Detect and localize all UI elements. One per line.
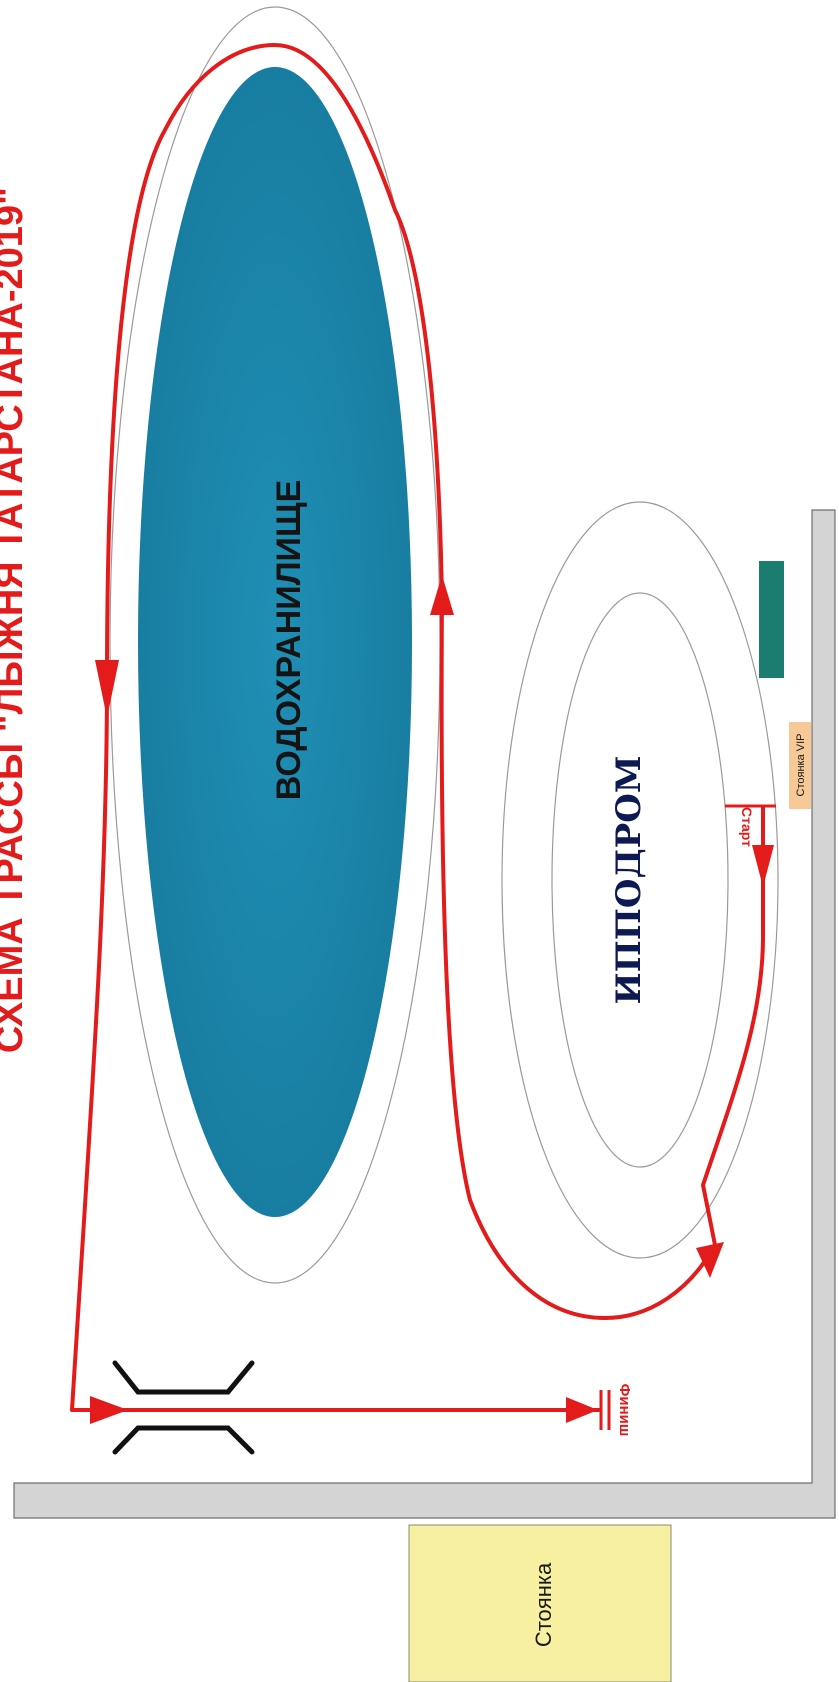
finish-label: Финиш bbox=[616, 1384, 633, 1437]
arrow-icon bbox=[752, 845, 774, 887]
hippodrome-label: ИППОДРОМ bbox=[609, 755, 649, 1004]
hippodrome-inner bbox=[551, 592, 729, 1168]
tent-block bbox=[759, 561, 784, 678]
arrow-icon bbox=[566, 1397, 598, 1423]
arrow-icon bbox=[90, 1396, 128, 1424]
reservoir-label: ВОДОХРАНИЛИЩЕ bbox=[270, 480, 308, 801]
bridge-icon bbox=[112, 1360, 255, 1455]
reservoir-water bbox=[138, 67, 412, 1217]
parking-vip bbox=[789, 722, 811, 809]
hippodrome-outer bbox=[501, 501, 779, 1259]
arrow-icon bbox=[95, 660, 119, 718]
arrow-icon bbox=[696, 1242, 724, 1278]
map-title: СХЕМА ТРАССЫ "ЛЫЖНЯ ТАТАРСТАНА-2019" bbox=[0, 187, 31, 1053]
road-wall bbox=[13, 509, 836, 1519]
parking-vip-label: Стоянка VIP bbox=[795, 734, 807, 797]
parking-main-label: Стоянка bbox=[531, 1562, 556, 1647]
start-label: Старт bbox=[739, 807, 755, 847]
arrow-icon bbox=[430, 575, 454, 615]
parking-main bbox=[408, 1524, 672, 1682]
